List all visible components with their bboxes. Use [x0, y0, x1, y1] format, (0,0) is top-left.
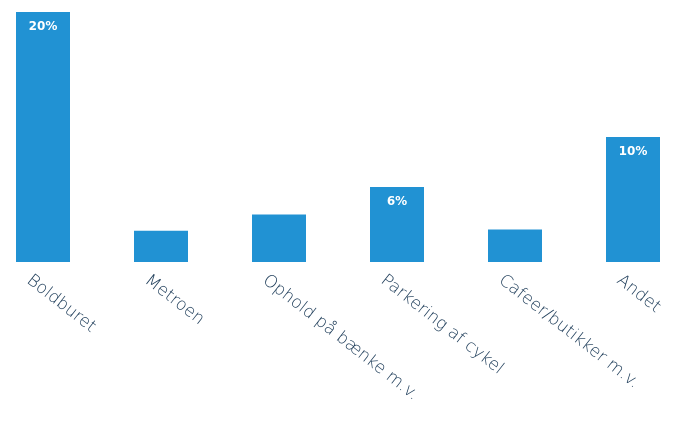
x-tick-label: Andet — [613, 270, 665, 317]
value-label: 6% — [387, 194, 407, 208]
x-tick-label: Metroen — [141, 270, 209, 329]
bar — [370, 187, 424, 262]
x-tick-label: Boldburet — [23, 270, 100, 336]
bar — [252, 214, 306, 262]
bar — [606, 137, 660, 262]
x-tick-label: Parkering af cykel — [377, 270, 508, 378]
value-label: 20% — [29, 19, 58, 33]
bar — [16, 12, 70, 262]
bar — [134, 230, 188, 262]
bar — [488, 229, 542, 262]
value-label: 10% — [619, 144, 648, 158]
